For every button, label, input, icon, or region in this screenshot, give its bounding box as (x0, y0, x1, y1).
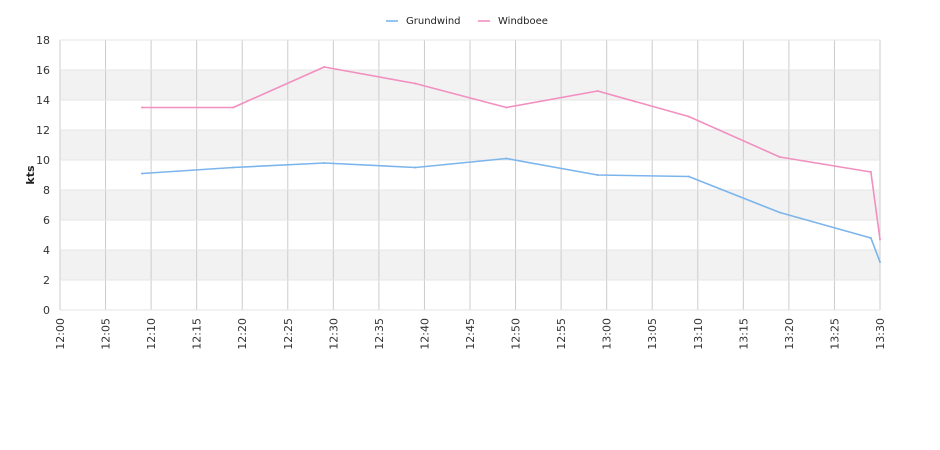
legend-item-windboee: Windboee (478, 16, 548, 27)
x-tick-label: 13:00 (601, 318, 614, 350)
x-tick-label: 12:30 (327, 318, 340, 350)
x-tick-label: 12:05 (100, 318, 113, 350)
series-lines (141, 66, 881, 263)
y-tick-label: 2 (43, 274, 50, 287)
y-tick-label: 4 (43, 244, 50, 257)
data-point-windboee (596, 90, 599, 92)
data-point-windboee (141, 106, 143, 109)
legend-label: Windboee (498, 16, 548, 27)
x-tick-label: 12:00 (54, 318, 67, 350)
data-point-grundwind (596, 174, 599, 176)
x-tick-label: 13:25 (828, 318, 841, 350)
x-tick-label: 13:30 (874, 318, 887, 350)
y-tick-label: 14 (36, 94, 50, 107)
data-point-windboee (505, 106, 508, 109)
x-tick-label: 13:20 (783, 318, 796, 350)
x-tick-label: 12:55 (555, 318, 568, 350)
y-tick-label: 16 (36, 64, 50, 77)
x-tick-label: 12:25 (282, 318, 295, 350)
x-tick-label: 13:15 (737, 318, 750, 350)
horizontal-gridlines (60, 39, 880, 311)
x-tick-label: 12:15 (191, 318, 204, 350)
y-tick-label: 8 (43, 184, 50, 197)
y-tick-label: 18 (36, 34, 50, 47)
data-point-grundwind (778, 211, 781, 214)
legend-label: Grundwind (406, 16, 461, 27)
data-point-windboee (232, 106, 235, 109)
data-point-windboee (323, 66, 326, 68)
x-tick-label: 12:35 (373, 318, 386, 350)
x-tick-label: 13:05 (646, 318, 659, 350)
x-axis-tick-labels: 12:00 12:05 12:10 12:15 12:20 12:25 12:30 12:35… (54, 318, 887, 350)
data-point-grundwind (141, 172, 143, 175)
y-tick-label: 12 (36, 124, 50, 137)
data-point-grundwind (505, 157, 508, 160)
data-point-windboee (778, 156, 781, 158)
x-tick-label: 12:10 (145, 318, 158, 350)
data-point-windboee (687, 115, 690, 118)
y-axis-tick-labels: 0 2 4 6 8 10 12 14 16 18 (36, 34, 50, 317)
data-point-grundwind (687, 175, 690, 178)
data-point-windboee (879, 238, 881, 241)
data-point-windboee (869, 171, 872, 173)
x-tick-label: 12:20 (236, 318, 249, 350)
y-axis-title: kts (24, 165, 37, 185)
y-tick-label: 10 (36, 154, 50, 167)
data-point-grundwind (323, 162, 326, 164)
x-tick-label: 13:10 (692, 318, 705, 350)
legend-item-grundwind: Grundwind (386, 16, 461, 27)
data-point-windboee (414, 82, 417, 85)
x-tick-label: 12:50 (510, 318, 523, 350)
legend: Grundwind Windboee (386, 16, 548, 27)
x-tick-label: 12:45 (464, 318, 477, 350)
data-point-grundwind (232, 166, 235, 169)
y-tick-label: 6 (43, 214, 50, 227)
x-tick-label: 12:40 (418, 318, 431, 350)
data-point-grundwind (879, 261, 881, 263)
series-line-grundwind (141, 157, 881, 263)
data-point-grundwind (414, 166, 417, 169)
series-line-windboee (142, 66, 881, 240)
y-tick-label: 0 (43, 304, 50, 317)
data-point-grundwind (869, 237, 872, 239)
